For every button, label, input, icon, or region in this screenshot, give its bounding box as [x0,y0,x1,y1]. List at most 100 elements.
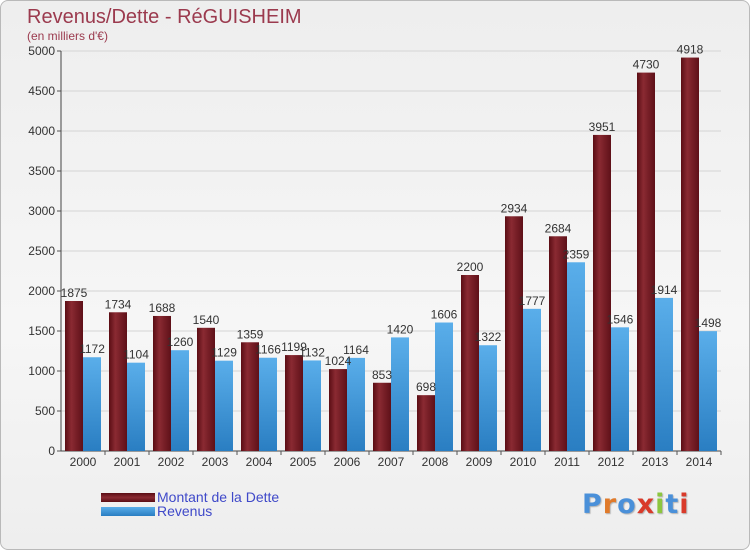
x-tick-label: 2000 [70,455,97,469]
chart-title: Revenus/Dette - RéGUISHEIM [27,6,302,28]
y-tick-label: 500 [35,404,55,418]
data-label-debt-2009: 2200 [457,260,484,274]
bar-debt-2013 [637,72,655,451]
bar-debt-2005 [285,355,303,451]
bar-debt-2014 [681,57,699,452]
legend-item-revenue: Revenus [101,502,401,520]
legend-swatch-revenue [101,506,155,516]
bar-revenue-2008 [435,322,453,451]
logo-letter: x [636,489,656,520]
y-tick-label: 4000 [28,124,55,138]
data-label-revenue-2012: 1546 [607,312,634,326]
x-tick-label: 2004 [246,455,273,469]
data-label-debt-2005: 1199 [281,340,307,354]
bar-revenue-2012 [611,327,629,451]
x-tick-label: 2008 [422,455,449,469]
data-label-debt-2011: 2684 [545,221,572,235]
data-label-debt-2012: 3951 [589,120,616,134]
bar-revenue-2004 [259,357,277,451]
data-label-revenue-2003: 1129 [211,346,237,360]
bar-debt-2001 [109,312,127,451]
x-tick-label: 2011 [554,455,580,469]
data-label-debt-2010: 2934 [501,201,528,215]
x-tick-label: 2001 [114,455,141,469]
x-tick-label: 2003 [202,455,229,469]
bar-debt-2011 [549,236,567,451]
bar-debt-2000 [65,301,83,451]
data-label-revenue-2013: 1914 [651,283,678,297]
bar-revenue-2014 [699,331,717,451]
bar-debt-2008 [417,395,435,451]
data-label-revenue-2000: 1172 [79,342,105,356]
logo-letter: t [665,489,680,520]
bar-revenue-2006 [347,357,365,451]
logo-letter: i [679,489,690,520]
legend-swatch-debt [101,492,155,502]
y-tick-label: 4500 [28,84,55,98]
data-label-revenue-2004: 1166 [255,343,281,357]
data-label-revenue-2001: 1104 [123,348,149,362]
data-label-revenue-2006: 1164 [343,343,369,357]
bar-debt-2012 [593,134,611,452]
y-tick-label: 0 [48,444,55,458]
data-label-debt-2004: 1359 [237,327,264,341]
data-label-revenue-2008: 1606 [431,308,458,322]
data-label-debt-2007: 853 [372,368,392,382]
bar-debt-2007 [373,382,391,451]
x-tick-label: 2005 [290,455,317,469]
legend-label-revenue: Revenus [157,503,213,519]
y-tick-label: 5000 [28,44,55,58]
x-tick-label: 2012 [598,455,625,469]
data-label-debt-2013: 4730 [633,58,660,72]
data-label-debt-2014: 4918 [677,43,704,57]
bar-revenue-2007 [391,337,409,451]
x-tick-label: 2013 [642,455,669,469]
bar-debt-2003 [197,327,215,451]
logo-letter: i [655,489,666,520]
legend-item-debt: Montant de la Dette [101,488,401,506]
bar-revenue-2005 [303,360,321,451]
data-label-debt-2002: 1688 [149,301,176,315]
y-tick-label: 1000 [28,364,55,378]
bar-debt-2009 [461,275,479,451]
y-tick-label: 2000 [28,284,55,298]
logo-letter: r [602,489,618,520]
data-label-revenue-2011: 2359 [563,247,590,261]
bar-revenue-2010 [523,308,541,451]
data-label-debt-2001: 1734 [105,297,132,311]
bar-revenue-2001 [127,362,145,451]
y-tick-label: 3000 [28,204,55,218]
logo-letter: P [582,489,603,520]
data-label-revenue-2009: 1322 [475,330,502,344]
legend-label-debt: Montant de la Dette [157,489,280,505]
data-label-revenue-2014: 1498 [695,316,722,330]
data-label-revenue-2002: 1260 [167,335,194,349]
bar-debt-2004 [241,342,259,451]
x-tick-label: 2014 [686,455,713,469]
proxiti-logo: Proxiti [582,489,690,520]
data-label-debt-2006: 1024 [325,354,352,368]
bar-revenue-2011 [567,262,585,451]
bar-revenue-2003 [215,360,233,451]
x-tick-label: 2010 [510,455,537,469]
bar-revenue-2000 [83,357,101,451]
x-tick-label: 2009 [466,455,493,469]
y-tick-label: 2500 [28,244,55,258]
data-label-revenue-2010: 1777 [519,294,546,308]
y-tick-label: 3500 [28,164,55,178]
chart-subtitle: (en milliers d'€) [27,29,108,43]
x-tick-label: 2006 [334,455,361,469]
data-label-debt-2003: 1540 [193,313,220,327]
bar-revenue-2002 [171,350,189,451]
bar-debt-2006 [329,369,347,451]
data-label-debt-2008: 698 [416,380,436,394]
bar-revenue-2009 [479,345,497,451]
data-label-debt-2000: 1875 [61,286,88,300]
x-tick-label: 2002 [158,455,185,469]
data-label-revenue-2007: 1420 [387,322,414,336]
logo-letter: o [617,489,637,520]
y-tick-label: 1500 [28,324,55,338]
x-tick-label: 2007 [378,455,405,469]
